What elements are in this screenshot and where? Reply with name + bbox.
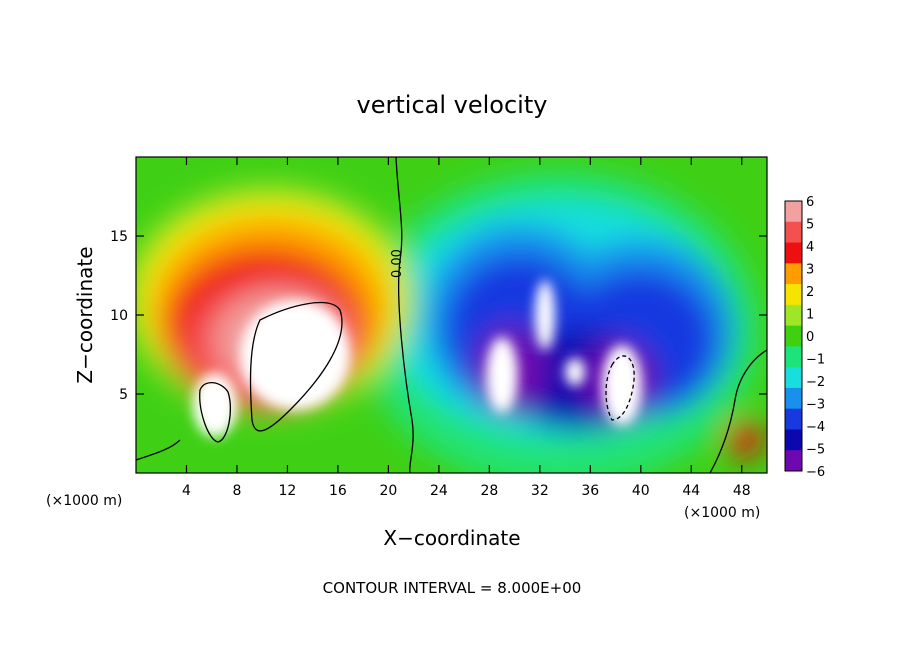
colorbar-swatch [785,284,802,306]
updraft-contour [249,302,343,432]
colorbar-label: −3 [806,398,825,413]
colorbar-label: −1 [806,353,825,368]
y-tick-label: 5 [119,387,128,403]
colorbar [784,200,803,472]
x-tick-label: 48 [733,483,751,499]
colorbar-label: −5 [806,443,825,458]
colorbar-swatch [785,408,802,430]
colorbar-label: 1 [806,308,814,323]
y-unit-label: (×1000 m) [46,493,122,509]
plot-area [136,157,767,473]
colorbar-swatch [785,221,802,244]
colorbar-swatch [785,242,802,264]
colorbar-swatch [785,367,802,389]
colorbar-label: 6 [806,195,814,210]
y-tick-label: 15 [110,229,128,245]
core-contour [199,382,232,443]
colorbar-label: 5 [806,218,814,233]
x-tick-label: 32 [531,483,549,499]
x-axis-ticks: 4 8 12 16 20 24 28 32 36 40 44 48 [182,157,751,499]
y-tick-label: 10 [110,308,128,324]
x-tick-label: 8 [232,483,241,499]
x-unit-label: (×1000 m) [684,505,760,521]
colorbar-swatch [785,346,802,368]
colorbar-frame [784,200,803,472]
colorbar-swatch [785,429,802,451]
colorbar-label: 2 [806,285,814,300]
colorbar-swatch [785,387,802,410]
x-tick-label: 28 [480,483,498,499]
x-tick-label: 16 [329,483,347,499]
colorbar-label: 3 [806,263,814,278]
x-tick-label: 36 [581,483,599,499]
contour-interval-label: CONTOUR INTERVAL = 8.000E+00 [323,579,582,597]
x-tick-label: 44 [682,483,700,499]
colorbar-swatch [785,304,802,327]
zero-contour [395,157,414,473]
colorbar-labels: 6 5 4 3 2 1 0 −1 −2 −3 −4 −5 −6 [806,195,825,480]
colorbar-label: −4 [806,420,825,435]
y-axis-ticks: 5 10 15 [110,229,767,403]
colorbar-swatch [785,325,802,347]
colorbar-label: 0 [806,330,814,345]
x-tick-label: 24 [430,483,448,499]
colorbar-label: −6 [806,465,825,480]
y-axis-label: Z−coordinate [73,246,97,383]
colorbar-label: −2 [806,375,825,390]
colorbar-swatch [785,263,802,285]
contour-label: 0.00 [390,249,405,278]
neg-contour [605,355,635,421]
x-tick-label: 20 [379,483,397,499]
x-axis-label: X−coordinate [383,526,520,550]
x-tick-label: 40 [632,483,650,499]
zero-contour-right [709,349,767,473]
x-tick-label: 4 [182,483,191,499]
chart-title: vertical velocity [357,91,548,119]
x-tick-label: 12 [279,483,297,499]
colorbar-swatch [785,450,802,472]
zero-contour-left [136,439,181,461]
colorbar-label: 4 [806,240,814,255]
contour-lines [136,157,767,473]
colorbar-swatch [785,201,802,223]
